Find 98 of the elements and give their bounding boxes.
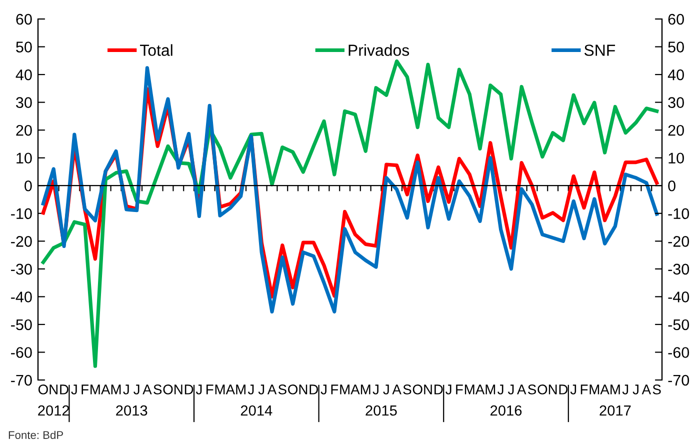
- x-tick-label: S: [154, 384, 162, 394]
- x-tick-label: J: [372, 384, 378, 394]
- x-tick-label: D: [60, 384, 68, 394]
- x-tick-label: J: [123, 384, 129, 394]
- x-tick-label: M: [236, 384, 246, 394]
- y-tick-label: 30: [16, 97, 32, 108]
- x-tick-label: J: [383, 384, 389, 394]
- x-tick-label: D: [559, 384, 568, 394]
- y2-tick-label: -30: [668, 264, 690, 275]
- x-tick-label: M: [360, 384, 370, 394]
- text: 2013: [116, 405, 148, 416]
- y2-tick-label: 0: [668, 180, 676, 192]
- x-tick-label: J: [622, 384, 628, 394]
- y-tick-label: 50: [16, 42, 32, 52]
- y-tick-label: 0: [24, 180, 32, 192]
- x-tick-label: A: [226, 384, 236, 394]
- y2-tick-label: 20: [668, 124, 684, 136]
- x-tick-label: J: [196, 384, 202, 394]
- y-tick-label: 60: [16, 14, 32, 25]
- x-tick-label: M: [340, 384, 350, 394]
- x-tick-label: D: [434, 384, 443, 394]
- x-tick-label: M: [590, 384, 600, 394]
- x-tick-label: M: [111, 384, 121, 394]
- x-tick-label: A: [267, 384, 277, 394]
- y2-tick-label: -20: [668, 236, 690, 247]
- x-tick-label: N: [548, 384, 557, 394]
- y2-tick-label: 60: [668, 14, 684, 25]
- y-tick-label: -40: [11, 292, 32, 302]
- line-series: [41, 59, 659, 368]
- x-tick-label: J: [71, 384, 77, 394]
- x-tick-label: A: [350, 384, 360, 394]
- x-tick-label: O: [538, 384, 548, 394]
- x-tick-label: F: [206, 384, 214, 394]
- x-tick-label: O: [412, 384, 422, 394]
- y-tick-label: 10: [16, 152, 32, 164]
- x-tick-label: J: [320, 384, 326, 394]
- x-tick-label: N: [424, 384, 432, 394]
- text: 2014: [240, 405, 272, 416]
- x-tick-label: J: [498, 384, 504, 394]
- y-tick-label: -50: [11, 319, 32, 330]
- text: 2017: [600, 405, 631, 416]
- legend-label: Total: [140, 44, 172, 56]
- x-tick-label: A: [142, 384, 152, 394]
- x-tick-label: F: [82, 384, 88, 394]
- y2-tick-label: 30: [668, 97, 684, 108]
- y-tick-label: -70: [11, 374, 32, 386]
- x-tick-label: A: [600, 384, 610, 394]
- x-tick-label: O: [38, 384, 48, 394]
- y-tick-label: 40: [16, 69, 32, 80]
- x-tick-label: A: [642, 384, 652, 394]
- x-tick-label: A: [475, 384, 485, 394]
- text: 2015: [366, 405, 397, 416]
- x-tick-label: D: [184, 384, 194, 394]
- x-tick-label: S: [403, 384, 412, 394]
- y-tick-label: -30: [11, 264, 32, 275]
- y-tick-label: 20: [16, 124, 32, 136]
- x-tick-label: N: [50, 384, 58, 394]
- y2-tick-label: -70: [668, 374, 690, 386]
- x-tick-label: S: [652, 384, 661, 394]
- x-tick-label: A: [100, 384, 110, 394]
- x-tick-label: J: [446, 384, 452, 394]
- y2-tick-label: -10: [668, 208, 690, 220]
- text: 2016: [490, 405, 522, 416]
- y-tick-label: -60: [11, 347, 32, 358]
- x-tick-label: F: [456, 384, 463, 394]
- x-tick-label: M: [486, 384, 496, 394]
- x-tick-label: J: [134, 384, 140, 394]
- y2-tick-label: -60: [668, 347, 690, 358]
- x-tick-label: J: [570, 384, 576, 394]
- y-tick-label: -20: [11, 236, 32, 247]
- y2-tick-label: 50: [668, 42, 684, 52]
- x-tick-label: S: [278, 384, 286, 394]
- x-tick-label: S: [528, 384, 536, 394]
- x-tick-label: J: [632, 384, 638, 394]
- x-tick-label: A: [516, 384, 526, 394]
- x-tick-label: O: [163, 384, 173, 394]
- x-tick-label: J: [248, 384, 254, 394]
- legend-label: SNF: [584, 44, 616, 56]
- y-tick-label: -10: [11, 208, 32, 220]
- x-tick-label: O: [288, 384, 298, 394]
- x-tick-label: D: [310, 384, 318, 394]
- source-note: Fonte: BdP: [8, 430, 63, 439]
- x-tick-label: N: [174, 384, 182, 394]
- legend-label: Privados: [348, 44, 410, 56]
- y2-tick-label: -50: [668, 319, 690, 330]
- x-tick-label: N: [299, 384, 308, 394]
- x-tick-label: F: [580, 384, 588, 394]
- y2-tick-label: 10: [668, 152, 684, 164]
- x-tick-label: F: [331, 384, 338, 394]
- x-tick-label: M: [90, 384, 100, 394]
- x-tick-label: M: [610, 384, 620, 394]
- x-tick-label: M: [464, 384, 474, 394]
- x-tick-label: A: [392, 384, 402, 394]
- y2-tick-label: 40: [668, 69, 684, 80]
- x-tick-label: M: [215, 384, 225, 394]
- y2-tick-label: -40: [668, 292, 690, 302]
- x-tick-label: J: [508, 384, 514, 394]
- x-tick-label: J: [258, 384, 264, 394]
